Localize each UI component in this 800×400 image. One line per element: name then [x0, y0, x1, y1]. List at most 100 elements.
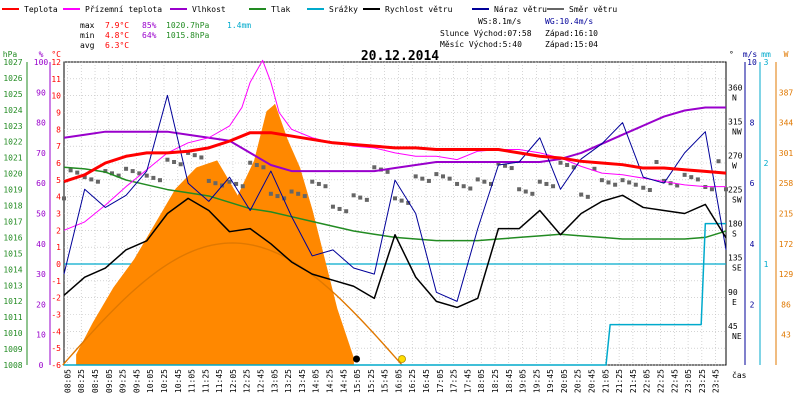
- x-tick: 11:45: [215, 369, 224, 393]
- series-wind-direction-point: [372, 165, 377, 170]
- x-tick: 08:45: [91, 369, 100, 393]
- dir-deg-tick: 180: [728, 220, 743, 229]
- series-wind-direction-point: [268, 191, 273, 196]
- x-tick: 15:05: [353, 369, 362, 393]
- series-wind-direction-point: [351, 193, 356, 198]
- mm-tick: 2: [764, 159, 769, 168]
- series-wind-direction-point: [289, 189, 294, 194]
- dir-deg-tick: 45: [728, 322, 738, 331]
- series-wind-direction-point: [206, 178, 211, 183]
- series-wind-direction-point: [682, 172, 687, 177]
- stat-sunrise: Slunce Východ:07:58: [440, 29, 532, 38]
- x-tick: 12:25: [243, 369, 252, 393]
- x-tick: 13:45: [298, 369, 307, 393]
- sun-arc: [62, 242, 403, 366]
- x-tick: 18:25: [491, 369, 500, 393]
- stat-ws: WS:8.1m/s: [478, 17, 522, 26]
- mm-tick: 3: [764, 58, 769, 67]
- series-wind-direction-point: [620, 178, 625, 183]
- stat-sunset: Západ:16:10: [545, 29, 598, 38]
- pct-tick: 60: [36, 179, 46, 188]
- series-sr-ky: [64, 222, 726, 366]
- series-wind-direction-point: [420, 176, 425, 181]
- stat-max-label: max: [80, 21, 95, 30]
- series-p-zemn-teplota: [63, 59, 726, 231]
- c-tick: -3: [51, 311, 61, 320]
- hpa-axis-unit: hPa: [3, 50, 18, 59]
- c-tick: 1: [56, 243, 61, 252]
- series-teplota: [63, 131, 727, 183]
- dir-deg-tick: 90: [728, 288, 738, 297]
- hpa-tick: 1016: [3, 233, 22, 242]
- legend: Teplota Přízemní teplota Vlhkost Tlak Srážky…: [2, 5, 617, 14]
- x-tick: 23:25: [698, 369, 707, 393]
- ms-axis-unit: m/s: [743, 50, 758, 59]
- w-tick: 301: [779, 149, 794, 158]
- x-tick: 20:05: [560, 369, 569, 393]
- series-wind-direction-point: [406, 200, 411, 205]
- c-tick: -5: [51, 344, 61, 353]
- c-tick: 6: [56, 159, 61, 168]
- series-wind-direction-point: [95, 179, 100, 184]
- stat-min-label: min: [80, 31, 95, 40]
- legend-label: Srážky: [329, 5, 358, 14]
- stat-rain-total: 1.4mm: [227, 21, 251, 30]
- hpa-tick: 1018: [3, 202, 22, 211]
- series-wind-direction-point: [364, 197, 369, 202]
- series-wind-direction-point: [509, 166, 514, 171]
- x-tick: 10:25: [160, 369, 169, 393]
- series-wind-direction-point: [571, 165, 576, 170]
- x-tick: 14:05: [312, 369, 321, 393]
- series-wind-direction-point: [558, 160, 563, 165]
- plot-area: [62, 59, 728, 366]
- dir-compass-tick: S: [732, 230, 737, 239]
- series-wind-direction-point: [488, 181, 493, 186]
- x-tick: 22:45: [670, 369, 679, 393]
- pct-tick: 50: [36, 210, 46, 219]
- stats-block: max 7.9°C 85% 1020.7hPa 1.4mm min 4.8°C 64% 1015…: [80, 17, 598, 50]
- hpa-tick: 1023: [3, 122, 22, 131]
- dir-compass-tick: SE: [732, 264, 742, 273]
- series-wind-direction-point: [724, 187, 728, 192]
- series-wind-direction-point: [89, 177, 94, 182]
- pct-tick: 70: [36, 149, 46, 158]
- legend-label: Rychlost větru: [385, 5, 453, 14]
- x-tick: 22:25: [656, 369, 665, 393]
- series-wind-direction-point: [323, 184, 328, 189]
- c-tick: 10: [51, 92, 61, 101]
- pct-tick: 0: [39, 361, 44, 370]
- series-wind-direction-point: [496, 161, 501, 166]
- series-wind-direction-point: [565, 163, 570, 168]
- series-wind-direction-point: [124, 166, 129, 171]
- stat-moonset: Západ:15:04: [545, 40, 598, 49]
- c-tick: 5: [56, 176, 61, 185]
- series-wind-direction-point: [661, 178, 666, 183]
- series-wind-direction-point: [130, 169, 135, 174]
- hpa-tick: 1011: [3, 313, 22, 322]
- series-wind-direction-point: [695, 177, 700, 182]
- x-tick: 23:45: [712, 369, 721, 393]
- w-tick: 129: [779, 270, 794, 279]
- dir-deg-tick: 360: [728, 83, 743, 92]
- series-wind-direction-point: [413, 174, 418, 179]
- series-wind-direction-point: [461, 184, 466, 189]
- c-tick: -6: [51, 361, 61, 370]
- dir-deg-tick: 315: [728, 117, 743, 126]
- series-wind-direction-point: [689, 175, 694, 180]
- dir-compass-tick: N: [732, 93, 737, 102]
- series-wind-direction-point: [144, 173, 149, 178]
- w-tick: 344: [779, 119, 794, 128]
- series-wind-direction-point: [647, 188, 652, 193]
- stat-avg-label: avg: [80, 41, 95, 50]
- series-wind-direction-point: [592, 166, 597, 171]
- stat-avg-temp: 6.3°C: [105, 41, 129, 50]
- w-tick: 387: [779, 88, 794, 97]
- c-tick: 7: [56, 142, 61, 151]
- series-wind-direction-point: [178, 162, 183, 167]
- series-wind-direction-point: [585, 194, 590, 199]
- x-tick: 20:25: [574, 369, 583, 393]
- stat-max-temp: 7.9°C: [105, 21, 129, 30]
- c-tick: -2: [51, 294, 61, 303]
- series-wind-direction-point: [668, 181, 673, 186]
- dir-compass-tick: NE: [732, 332, 742, 341]
